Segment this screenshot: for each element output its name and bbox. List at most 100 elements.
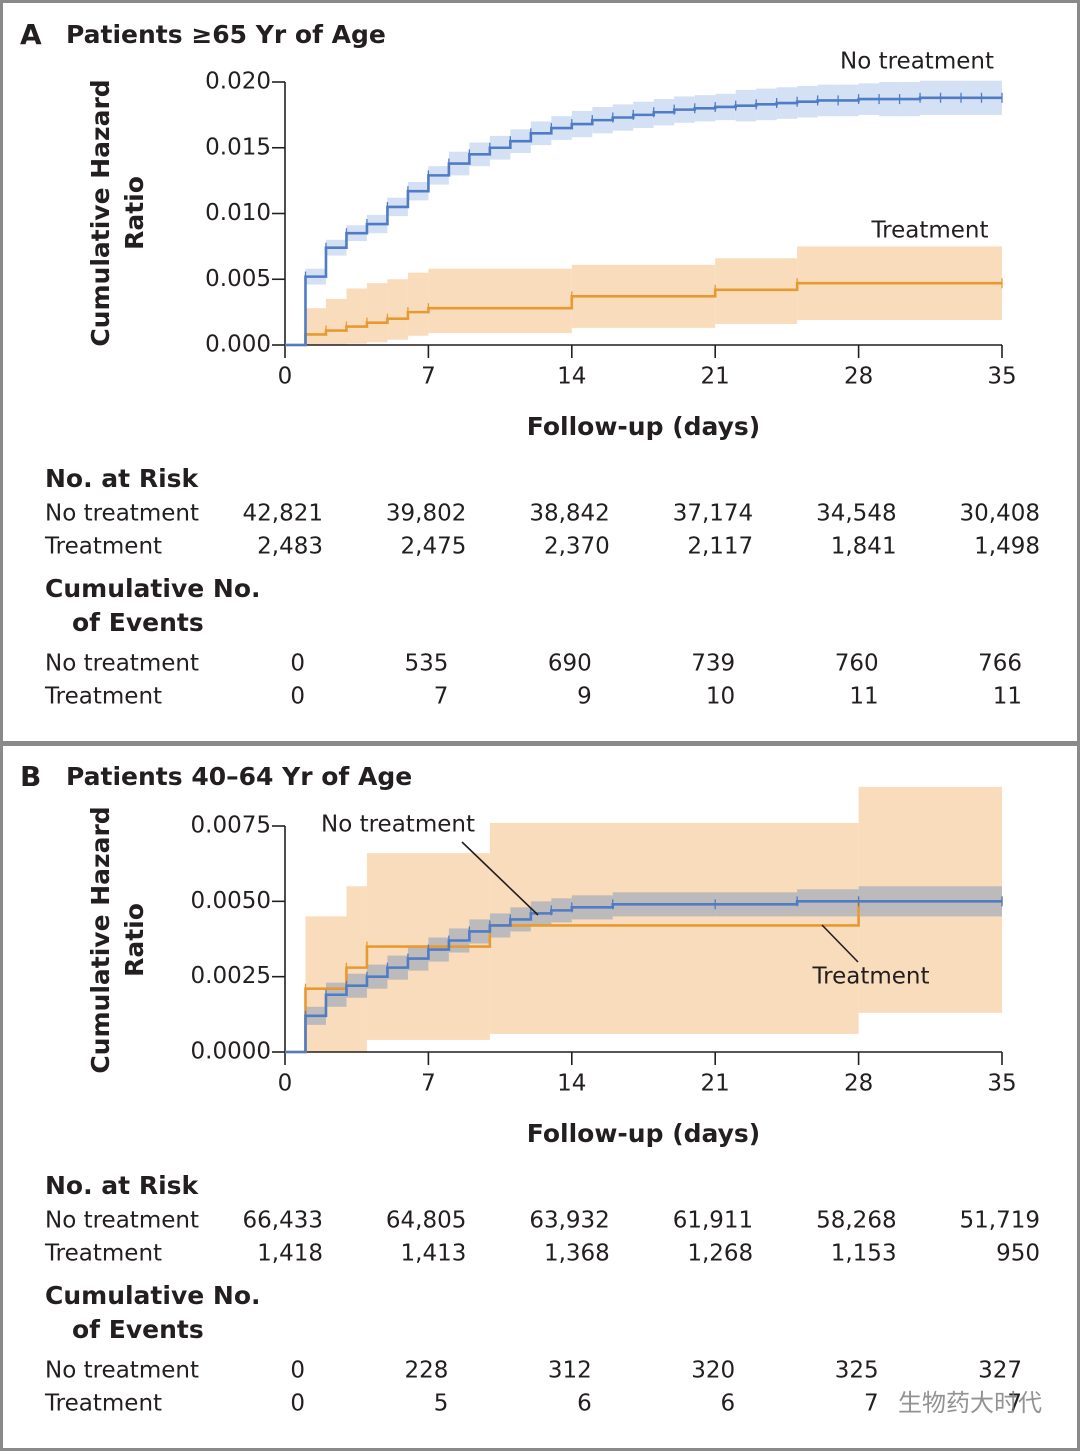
panel-frame [0,743,1080,1451]
table-cell: 58,268 [816,1208,896,1234]
table-cell: 0 [290,1391,305,1417]
table-cell: 63,932 [529,1208,609,1234]
table-cell: 34,548 [816,501,896,527]
table-cell: 6 [577,1391,592,1417]
y-tick-label: 0.010 [205,200,271,226]
table-cell: 760 [835,651,879,677]
y-tick-label: 0.015 [205,134,271,160]
series-label: No treatment [840,49,994,75]
table-cell: 5 [434,1391,449,1417]
table-cell: 7 [864,1391,879,1417]
confidence-band [489,822,859,1034]
x-tick-label: 21 [701,364,730,390]
table-cell: 1,153 [831,1241,897,1267]
table-cell: 1,841 [831,534,897,560]
table-cell: 690 [548,651,592,677]
table-cell: 66,433 [243,1208,323,1234]
y-tick-label: 0.020 [205,69,271,95]
confidence-band [346,288,367,344]
confidence-band [346,886,367,1052]
table-title: No. at Risk [45,1171,200,1200]
step-line [285,900,1002,1054]
table-cell: 0 [290,651,305,677]
table-cell: 39,802 [386,501,466,527]
table-title: of Events [72,1315,204,1344]
row-label: No treatment [45,651,199,677]
table-title: of Events [72,608,204,637]
x-tick-label: 0 [278,1071,293,1097]
table-cell: 1,418 [257,1241,323,1267]
panel-label: B [20,760,41,793]
confidence-band [715,258,798,324]
x-tick-label: 28 [844,364,873,390]
table-cell: 325 [835,1358,879,1384]
x-tick-label: 35 [987,364,1016,390]
table-cell: 950 [996,1241,1040,1267]
row-label: Treatment [44,684,162,710]
leader-line [461,841,539,916]
y-axis-label: Ratio [120,176,149,250]
chart-title: Patients ≥65 Yr of Age [66,20,386,49]
x-tick-label: 7 [421,1071,436,1097]
table-cell: 2,475 [401,534,467,560]
table-cell: 0 [290,1358,305,1384]
chart-title: Patients 40–64 Yr of Age [66,762,412,791]
x-tick-label: 14 [557,364,586,390]
table-cell: 2,483 [257,534,323,560]
table-cell: 30,408 [960,501,1040,527]
x-tick-label: 0 [278,364,293,390]
table-cell: 37,174 [673,501,753,527]
table-cell: 327 [978,1358,1022,1384]
table-cell: 61,911 [673,1208,753,1234]
table-cell: 7 [434,684,449,710]
row-label: No treatment [45,501,199,527]
table-cell: 2,117 [687,534,753,560]
x-tick-label: 35 [987,1071,1016,1097]
table-cell: 10 [706,684,735,710]
leader-line [821,924,859,963]
x-tick-label: 7 [421,364,436,390]
table-cell: 38,842 [529,501,609,527]
y-tick-label: 0.005 [205,266,271,292]
x-axis-label: Follow-up (days) [527,1119,760,1148]
table-cell: 7 [1007,1391,1022,1417]
row-label: Treatment [44,1241,162,1267]
row-label: No treatment [45,1208,199,1234]
y-tick-label: 0.0075 [191,813,271,839]
table-cell: 42,821 [243,501,323,527]
row-label: Treatment [44,1391,162,1417]
y-tick-label: 0.0000 [191,1039,271,1065]
table-cell: 11 [993,684,1022,710]
confidence-band [797,889,859,917]
table-cell: 0 [290,684,305,710]
table-cell: 51,719 [960,1208,1040,1234]
confidence-band [428,268,572,334]
table-cell: 11 [849,684,878,710]
x-tick-label: 28 [844,1071,873,1097]
table-cell: 312 [548,1358,592,1384]
table-cell: 64,805 [386,1208,466,1234]
confidence-band [305,308,326,345]
table-cell: 228 [404,1358,448,1384]
y-tick-label: 0.000 [205,332,271,358]
table-cell: 766 [978,651,1022,677]
table-title: Cumulative No. [45,1281,261,1310]
y-axis-label: Cumulative Hazard [86,79,115,346]
row-label: Treatment [44,534,162,560]
series-label: No treatment [321,812,475,838]
table-cell: 2,370 [544,534,610,560]
y-axis-label: Ratio [120,903,149,977]
table-cell: 1,413 [401,1241,467,1267]
table-title: Cumulative No. [45,574,261,603]
table-cell: 1,268 [687,1241,753,1267]
watermark: 生物药大时代 [898,1389,1042,1417]
y-axis-label: Cumulative Hazard [86,806,115,1073]
confidence-band [387,279,408,340]
row-label: No treatment [45,1358,199,1384]
panel-frame [0,0,1080,744]
table-title: No. at Risk [45,464,200,493]
table-cell: 9 [577,684,592,710]
x-tick-label: 14 [557,1071,586,1097]
y-tick-label: 0.0050 [191,888,271,914]
